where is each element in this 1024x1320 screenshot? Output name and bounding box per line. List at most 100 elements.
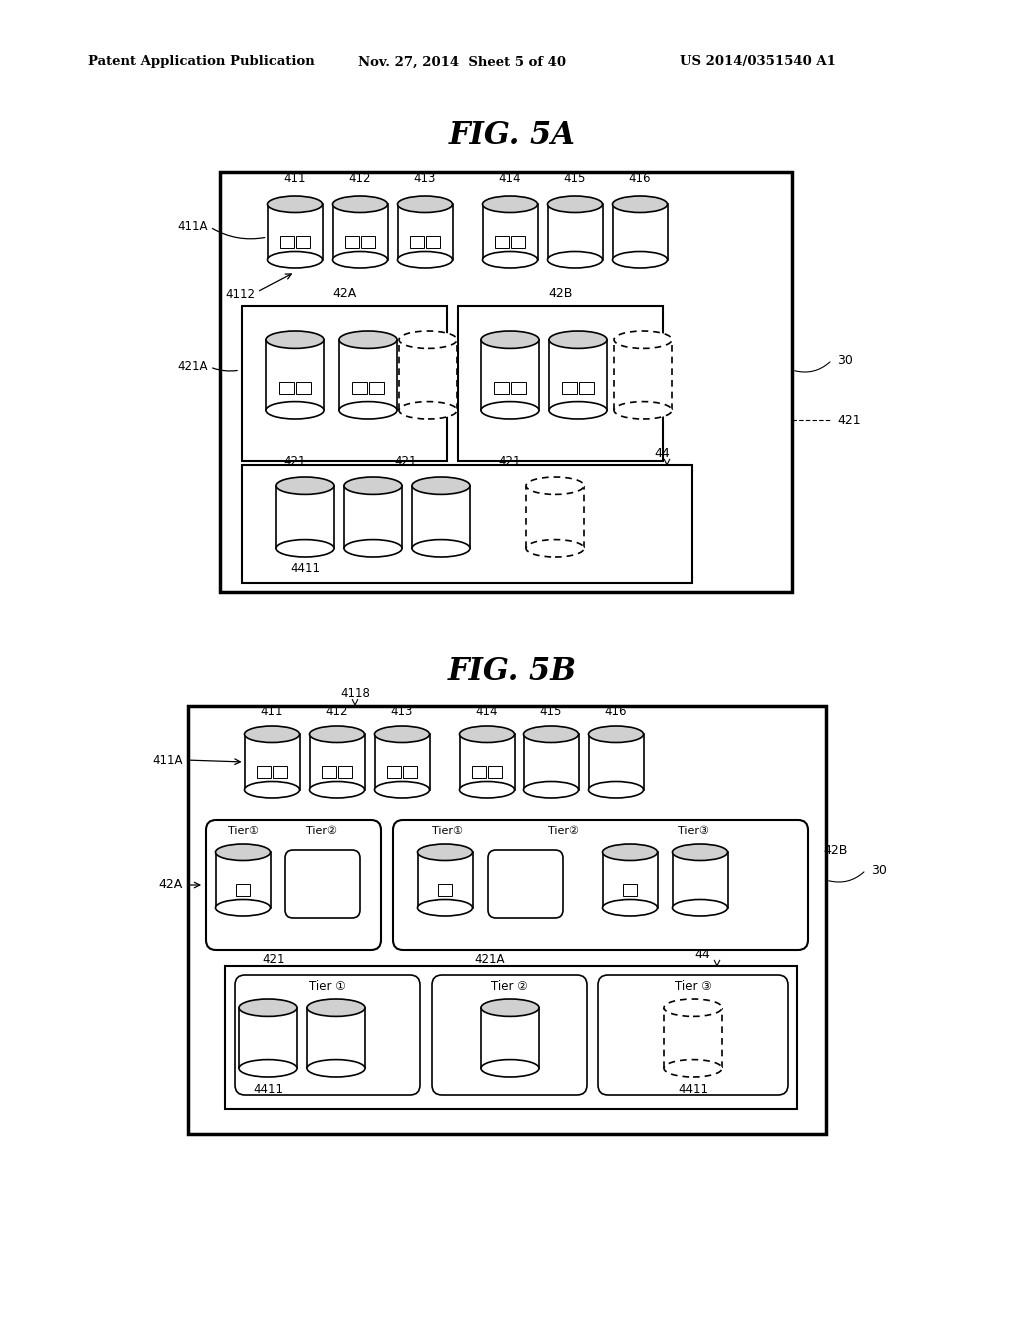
Bar xyxy=(602,853,657,908)
Bar xyxy=(387,766,400,777)
FancyBboxPatch shape xyxy=(234,975,420,1096)
Bar xyxy=(344,486,402,548)
Ellipse shape xyxy=(418,899,472,916)
Bar xyxy=(511,236,525,248)
Bar xyxy=(472,766,485,777)
Bar xyxy=(239,1007,297,1068)
Bar xyxy=(399,339,457,411)
Bar xyxy=(242,306,447,461)
Bar xyxy=(526,486,584,548)
Ellipse shape xyxy=(614,331,672,348)
Ellipse shape xyxy=(307,1060,365,1077)
Text: 421: 421 xyxy=(499,455,521,469)
Text: Tier②: Tier② xyxy=(548,826,579,836)
Bar xyxy=(495,236,509,248)
Text: 4411: 4411 xyxy=(290,562,319,576)
Ellipse shape xyxy=(215,843,270,861)
Ellipse shape xyxy=(412,540,470,557)
Ellipse shape xyxy=(526,477,584,495)
FancyBboxPatch shape xyxy=(598,975,788,1096)
Bar xyxy=(523,734,579,789)
Ellipse shape xyxy=(673,899,727,916)
Ellipse shape xyxy=(333,252,387,268)
Bar xyxy=(562,381,577,395)
Bar xyxy=(589,734,643,789)
Text: Tier ①: Tier ① xyxy=(309,979,346,993)
Text: 42A: 42A xyxy=(159,879,183,891)
Ellipse shape xyxy=(309,726,365,742)
Bar xyxy=(333,205,387,260)
Bar xyxy=(397,205,453,260)
Ellipse shape xyxy=(399,331,457,348)
Ellipse shape xyxy=(266,331,324,348)
Text: 416: 416 xyxy=(605,705,628,718)
Text: FIG. 5B: FIG. 5B xyxy=(447,656,577,688)
Bar xyxy=(242,465,692,583)
Ellipse shape xyxy=(276,540,334,557)
Bar xyxy=(352,381,367,395)
Text: 412: 412 xyxy=(326,705,348,718)
Text: Tier③: Tier③ xyxy=(678,826,709,836)
Ellipse shape xyxy=(397,252,453,268)
Bar xyxy=(612,205,668,260)
Bar xyxy=(188,706,826,1134)
Bar xyxy=(266,339,324,411)
Ellipse shape xyxy=(375,781,429,799)
Ellipse shape xyxy=(460,781,514,799)
Text: FIG. 5A: FIG. 5A xyxy=(449,120,575,150)
Text: 416: 416 xyxy=(629,172,651,185)
Bar xyxy=(307,1007,365,1068)
Bar xyxy=(580,381,594,395)
Text: 413: 413 xyxy=(391,705,414,718)
Bar xyxy=(309,734,365,789)
Bar xyxy=(664,1007,722,1068)
Bar xyxy=(438,884,452,896)
Ellipse shape xyxy=(523,781,579,799)
Bar xyxy=(276,486,334,548)
Ellipse shape xyxy=(482,252,538,268)
Ellipse shape xyxy=(344,540,402,557)
Ellipse shape xyxy=(523,726,579,742)
FancyBboxPatch shape xyxy=(285,850,360,917)
Bar xyxy=(482,205,538,260)
Ellipse shape xyxy=(549,401,607,418)
Ellipse shape xyxy=(245,781,299,799)
Text: 4411: 4411 xyxy=(253,1082,283,1096)
Text: 414: 414 xyxy=(499,172,521,185)
Bar xyxy=(220,172,792,591)
Ellipse shape xyxy=(239,1060,297,1077)
Ellipse shape xyxy=(548,195,602,213)
Ellipse shape xyxy=(481,999,539,1016)
Text: 42B: 42B xyxy=(823,843,848,857)
Text: 415: 415 xyxy=(564,172,586,185)
Ellipse shape xyxy=(215,899,270,916)
Bar xyxy=(412,486,470,548)
Ellipse shape xyxy=(245,726,299,742)
Ellipse shape xyxy=(266,401,324,418)
Text: Tier①: Tier① xyxy=(228,826,259,836)
Ellipse shape xyxy=(589,726,643,742)
Ellipse shape xyxy=(267,195,323,213)
Bar xyxy=(257,766,270,777)
FancyBboxPatch shape xyxy=(488,850,563,917)
Bar xyxy=(624,884,637,896)
Bar xyxy=(460,734,514,789)
Ellipse shape xyxy=(481,1060,539,1077)
Bar xyxy=(338,766,352,777)
Ellipse shape xyxy=(307,999,365,1016)
Ellipse shape xyxy=(339,401,397,418)
Ellipse shape xyxy=(460,726,514,742)
Bar xyxy=(273,766,287,777)
Text: 421: 421 xyxy=(394,455,417,469)
Bar xyxy=(403,766,417,777)
Bar xyxy=(267,205,323,260)
Ellipse shape xyxy=(309,781,365,799)
Text: 411A: 411A xyxy=(153,754,183,767)
Bar xyxy=(280,381,294,395)
Text: 421: 421 xyxy=(262,953,285,966)
Ellipse shape xyxy=(375,726,429,742)
Text: 413: 413 xyxy=(414,172,436,185)
Ellipse shape xyxy=(412,477,470,495)
Bar xyxy=(361,236,375,248)
Bar xyxy=(481,1007,539,1068)
